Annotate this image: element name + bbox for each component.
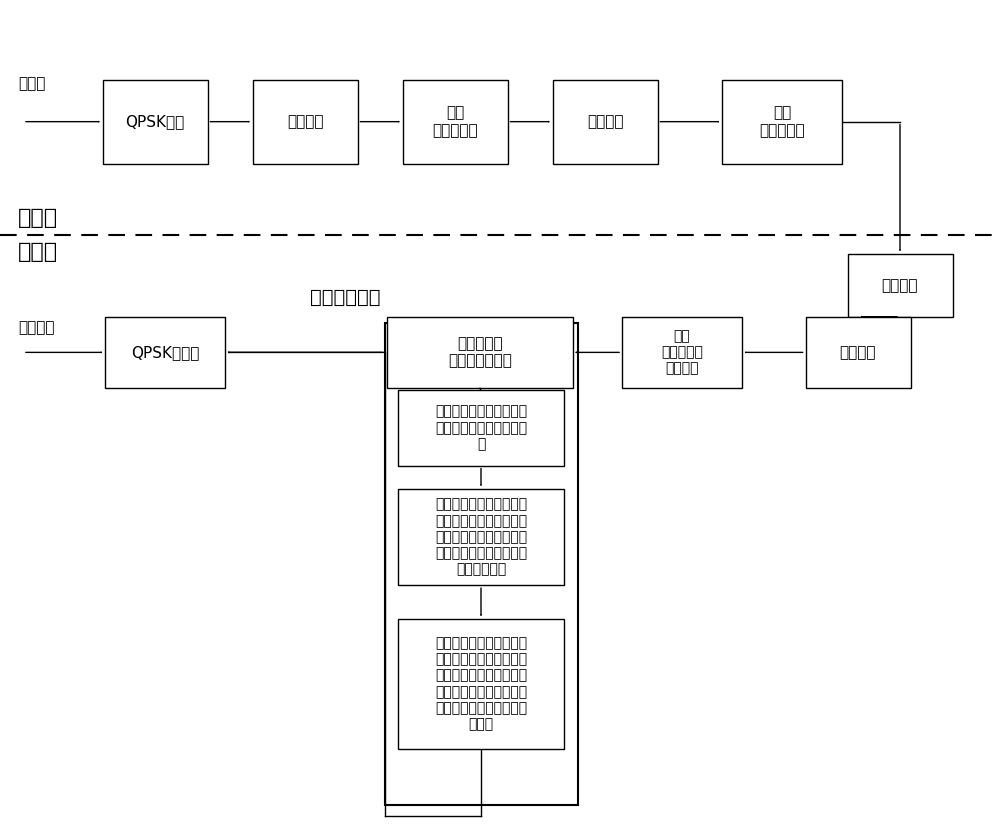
- Bar: [848, 254, 952, 316]
- Text: 数据分块: 数据分块: [287, 114, 323, 129]
- Bar: [398, 488, 564, 586]
- Text: QPSK逆映射: QPSK逆映射: [131, 345, 199, 360]
- Text: 添加
伪随机序列: 添加 伪随机序列: [432, 106, 478, 138]
- Text: QPSK映射: QPSK映射: [125, 114, 185, 129]
- Text: 截取数据块
前后伪随机序列: 截取数据块 前后伪随机序列: [448, 336, 512, 368]
- Bar: [103, 80, 208, 164]
- Bar: [806, 317, 910, 388]
- Bar: [622, 317, 742, 388]
- Bar: [398, 619, 564, 749]
- Text: 通过本地伪随机序列分别
与两个集合中序列逐个进
行相关运算，得到令相关
系数最小的前后伪随机序
列相位旋转角: 通过本地伪随机序列分别 与两个集合中序列逐个进 行相关运算，得到令相关 系数最小…: [435, 498, 527, 576]
- Text: 载波解调: 载波解调: [840, 345, 876, 360]
- Bar: [402, 80, 508, 164]
- Bar: [252, 80, 358, 164]
- Text: 载波调制: 载波调制: [587, 114, 623, 129]
- Text: 水声信道: 水声信道: [882, 278, 918, 293]
- Bar: [385, 323, 578, 805]
- Text: 残余相偏修正: 残余相偏修正: [310, 289, 380, 307]
- Text: 解码信息: 解码信息: [18, 320, 54, 335]
- Text: 分别构建前后伪随机序列
的多角度相位旋转序列集
合: 分别构建前后伪随机序列 的多角度相位旋转序列集 合: [435, 404, 527, 451]
- Text: 分别以前后伪随机序列相
位旋转角为首尾，进行线
性插值，得到数据块相位
偏移估计，利用相位偏移
估计对数据块进行残余相
位纠正: 分别以前后伪随机序列相 位旋转角为首尾，进行线 性插值，得到数据块相位 偏移估计…: [435, 636, 527, 732]
- Bar: [552, 80, 658, 164]
- Text: 同步
多普勒修正
信道均衡: 同步 多普勒修正 信道均衡: [661, 329, 703, 376]
- Bar: [387, 317, 572, 388]
- Bar: [398, 390, 564, 466]
- Text: 装载
帧同步信号: 装载 帧同步信号: [759, 106, 805, 138]
- Bar: [722, 80, 842, 164]
- Text: 接收端: 接收端: [18, 242, 58, 262]
- Text: 源信息: 源信息: [18, 76, 45, 91]
- Text: 发射端: 发射端: [18, 208, 58, 228]
- Bar: [105, 317, 225, 388]
